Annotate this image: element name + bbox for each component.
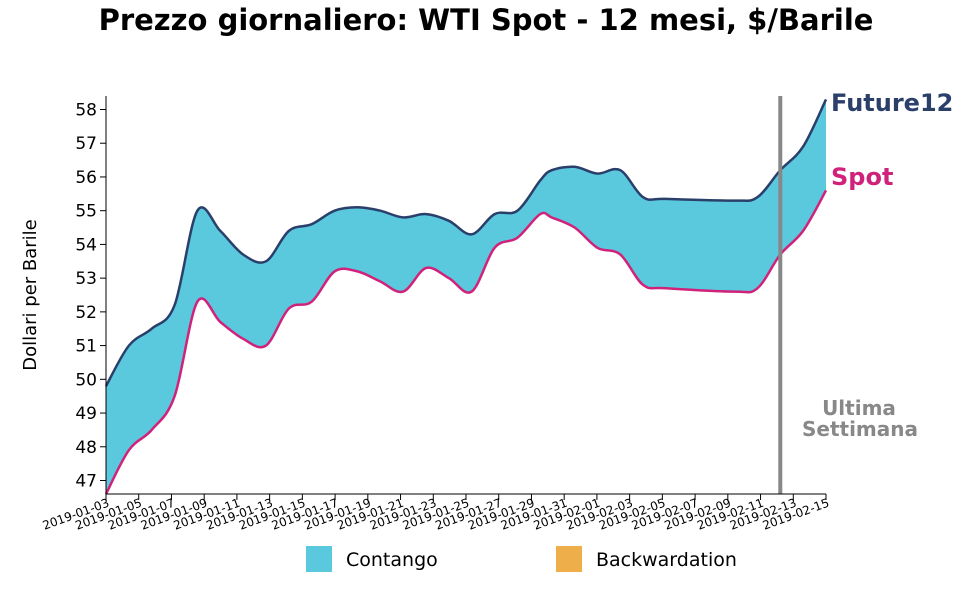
annotation-line-2: Settimana [802,417,918,441]
annotation-line-1: Ultima [822,396,896,420]
y-tick-label: 58 [75,100,97,120]
y-tick-label: 54 [75,235,97,255]
future12-line [104,98,828,387]
x-axis: 2019-01-032019-01-052019-01-072019-01-09… [41,493,831,533]
y-tick-label: 50 [75,370,97,390]
y-tick-label: 47 [75,472,97,492]
contango-area [106,99,826,495]
y-tick-label: 56 [75,168,97,188]
future12-series-label: Future12 [831,89,953,117]
y-tick-label: 51 [75,337,97,357]
legend: Contango Backwardation [306,546,737,572]
y-tick-label: 52 [75,303,97,323]
y-axis: 47 48 49 50 51 52 53 54 55 56 57 58 [75,96,107,494]
spot-line [104,189,828,495]
legend-swatch-backwardation [556,546,582,572]
y-tick-label: 55 [75,202,97,222]
y-tick-label: 53 [75,269,97,289]
chart-title: Prezzo giornaliero: WTI Spot - 12 mesi, … [99,3,874,37]
legend-label-contango: Contango [346,549,438,571]
legend-swatch-contango [306,546,332,572]
spot-series-label: Spot [831,163,893,191]
y-tick-label: 57 [75,134,97,154]
legend-label-backwardation: Backwardation [596,549,737,571]
y-tick-label: 48 [75,438,97,458]
plot-area [104,96,828,495]
y-tick-label: 49 [75,404,97,424]
y-axis-label: Dollari per Barile [20,219,41,371]
